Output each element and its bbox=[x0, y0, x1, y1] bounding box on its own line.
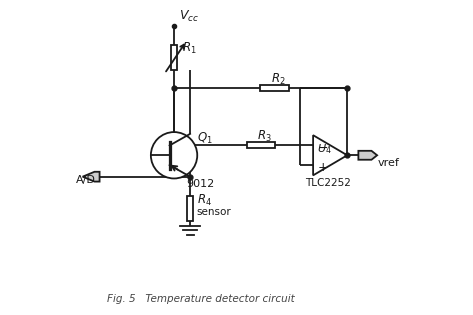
Polygon shape bbox=[359, 151, 377, 160]
Text: $U_4$: $U_4$ bbox=[317, 143, 332, 156]
Text: sensor: sensor bbox=[197, 207, 232, 217]
Text: A/D: A/D bbox=[76, 175, 96, 185]
Text: 9012: 9012 bbox=[186, 179, 215, 189]
Text: $R_4$: $R_4$ bbox=[197, 192, 212, 208]
Text: vref: vref bbox=[378, 158, 400, 168]
Text: Fig. 5   Temperature detector circuit: Fig. 5 Temperature detector circuit bbox=[107, 295, 295, 305]
Text: $+$: $+$ bbox=[317, 161, 328, 174]
Polygon shape bbox=[313, 135, 347, 175]
Text: $V_{cc}$: $V_{cc}$ bbox=[179, 9, 200, 24]
Bar bbox=[171, 45, 177, 70]
Text: $R_1$: $R_1$ bbox=[182, 41, 197, 56]
Polygon shape bbox=[83, 172, 100, 181]
Text: TLC2252: TLC2252 bbox=[305, 178, 351, 188]
Bar bbox=[187, 196, 193, 221]
Bar bbox=[247, 142, 275, 148]
Bar bbox=[260, 85, 289, 91]
Text: $-$: $-$ bbox=[317, 140, 328, 153]
Text: $Q_1$: $Q_1$ bbox=[197, 131, 213, 146]
Circle shape bbox=[151, 132, 197, 179]
Text: $R_3$: $R_3$ bbox=[257, 129, 272, 144]
Text: $R_2$: $R_2$ bbox=[271, 72, 285, 87]
